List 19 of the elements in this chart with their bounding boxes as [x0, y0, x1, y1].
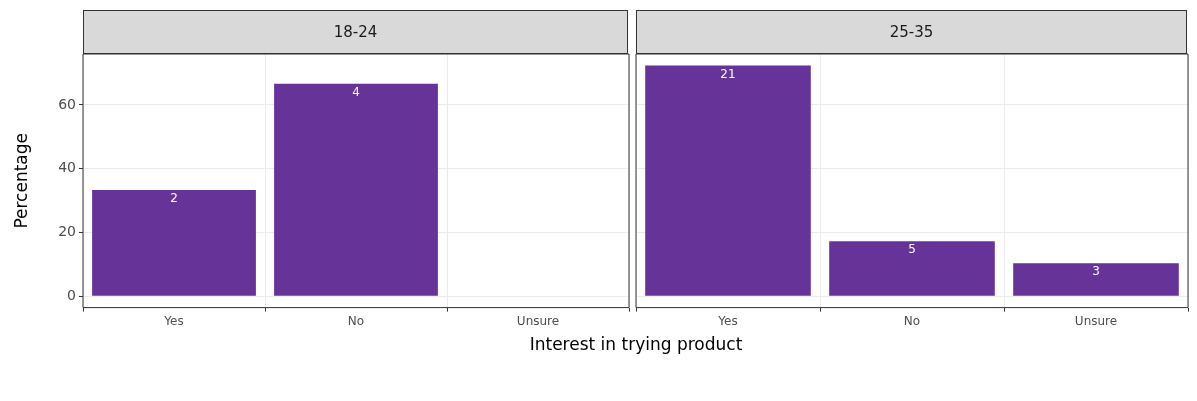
annotation: 3 [1092, 264, 1100, 279]
x-tick-label: No [903, 313, 921, 328]
annotation: 4 [352, 84, 360, 99]
x-tick-label: Yes [163, 313, 184, 328]
x-tick-label: Unsure [1074, 313, 1118, 328]
x-tick-label: No [347, 313, 365, 328]
y-tick-label: 40 [58, 159, 76, 176]
chart-title: 25-35 [636, 10, 1187, 54]
y-tick-label: 20 [58, 223, 76, 240]
chart-title: 18-24 [83, 10, 628, 54]
annotation: 21 [720, 66, 736, 81]
annotation: 2 [170, 191, 178, 206]
y-axis-title: Percentage [10, 132, 31, 229]
x-tick-label: Yes [717, 313, 738, 328]
y-tick-label: 0 [67, 286, 76, 303]
y-tick-label: 60 [58, 95, 76, 112]
x-tick-label: Unsure [516, 313, 560, 328]
x-axis-title: Interest in trying product [528, 334, 744, 354]
annotation: 5 [908, 242, 916, 257]
